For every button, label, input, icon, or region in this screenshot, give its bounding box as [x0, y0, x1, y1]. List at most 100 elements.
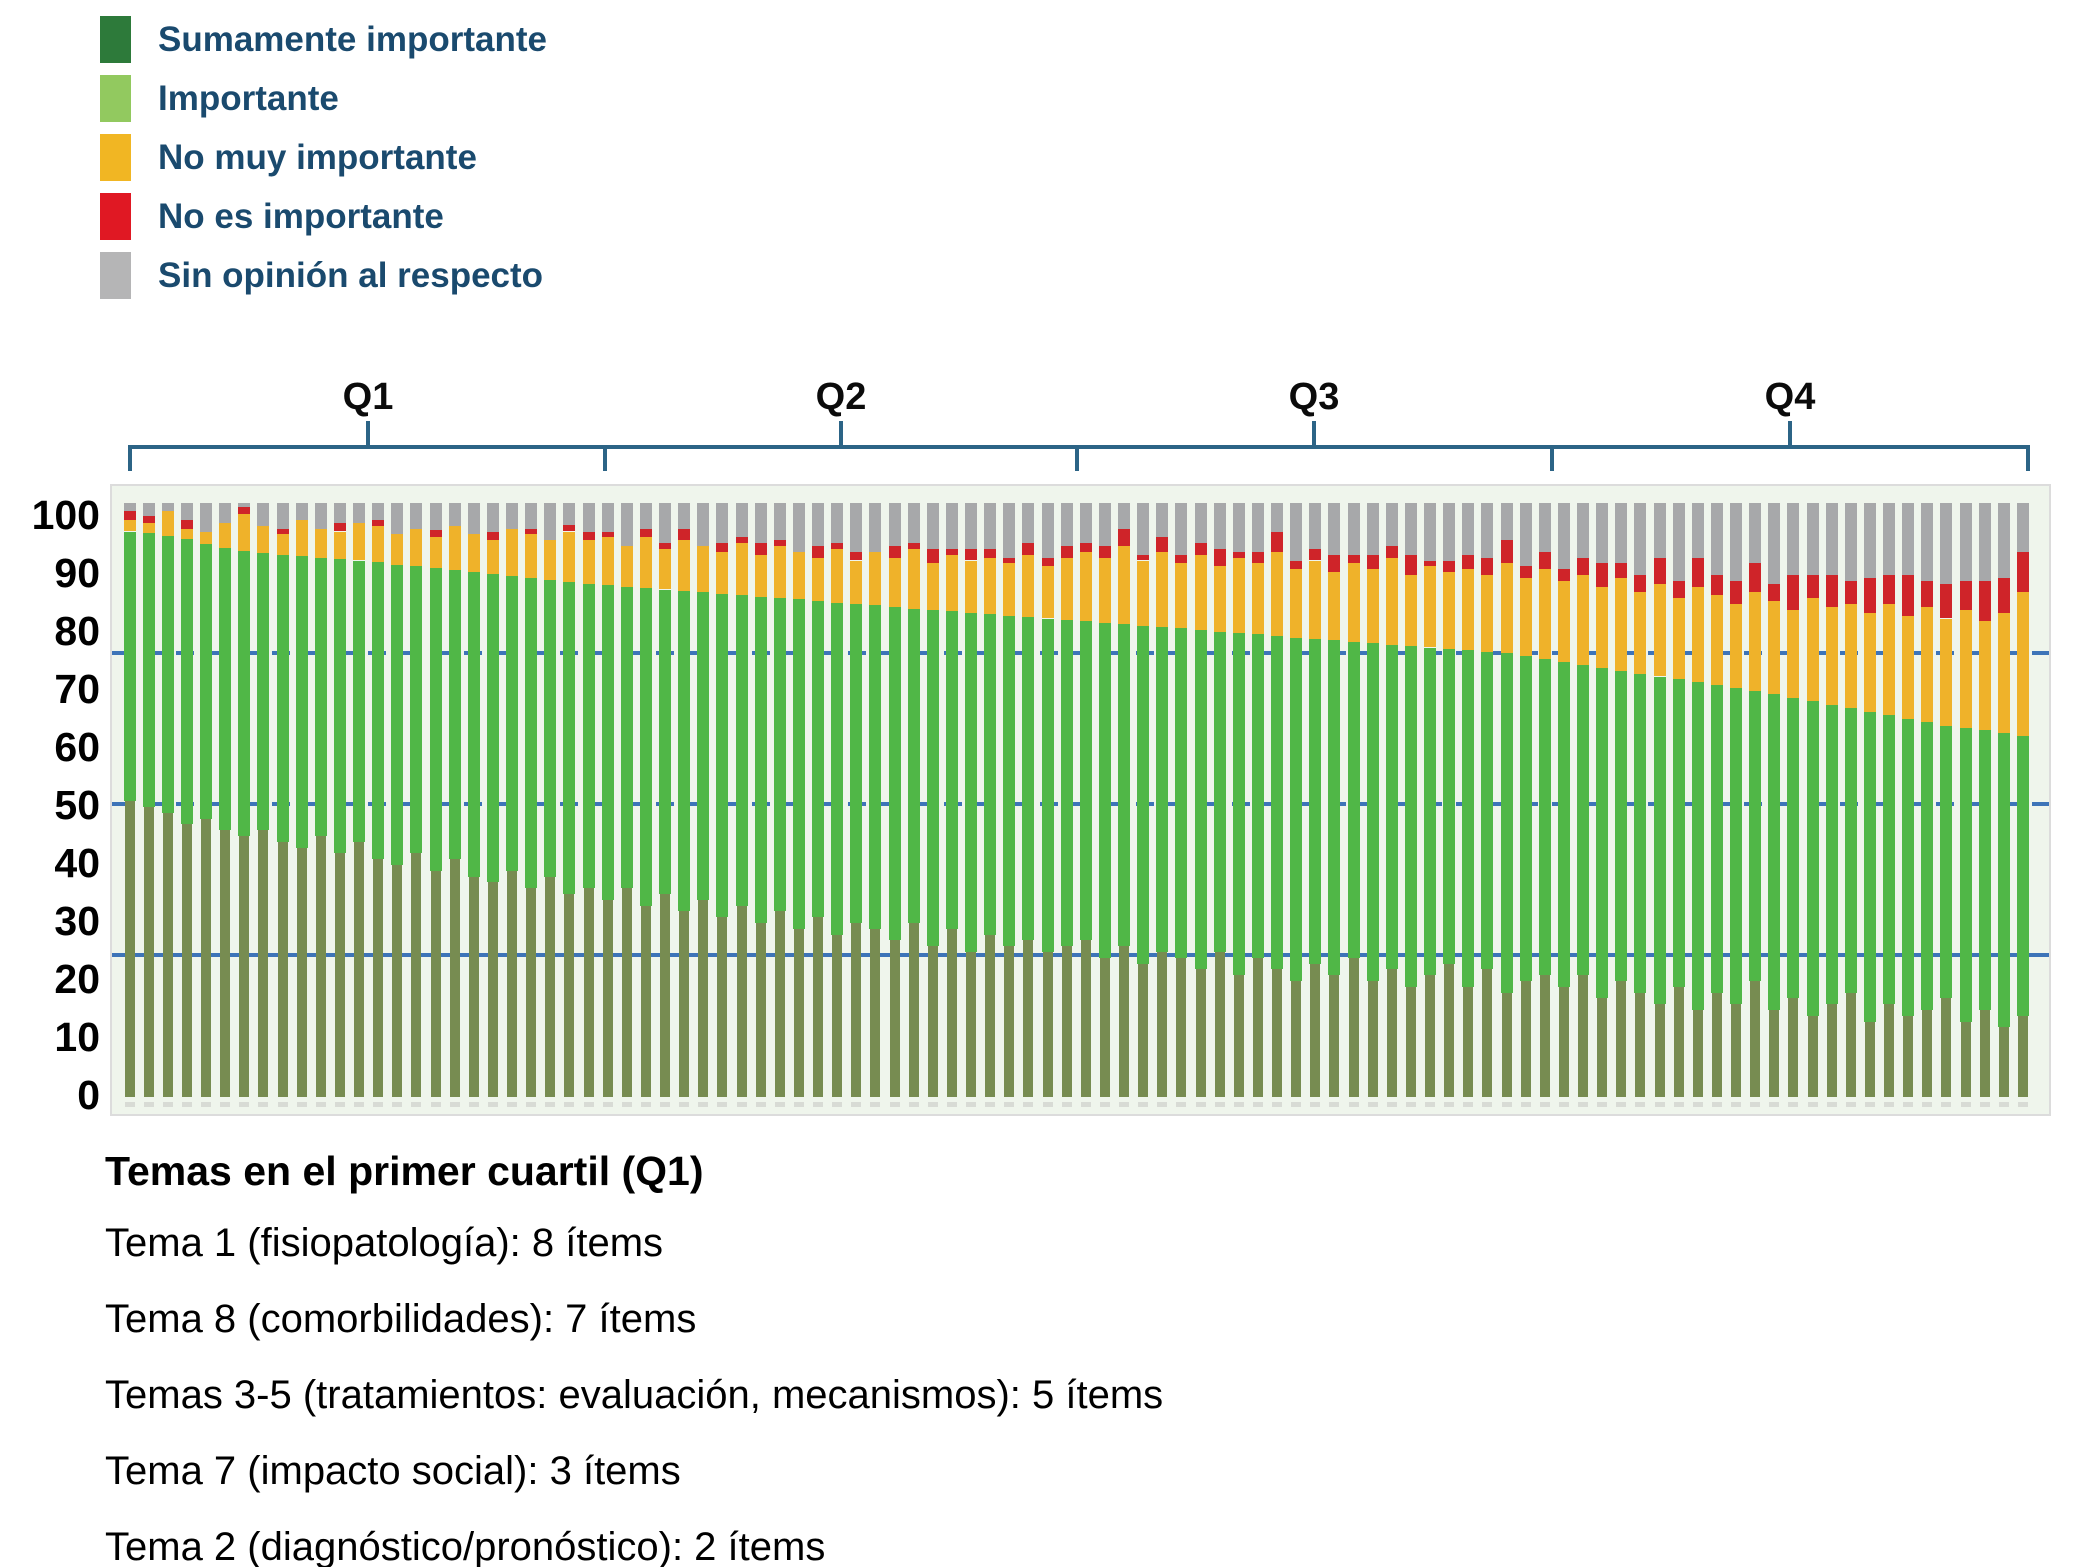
- bar-segment-no-es-importante: [659, 543, 672, 549]
- bar-segment-no-muy-importante: [1959, 609, 1972, 729]
- bar-segment-importante: [525, 577, 538, 889]
- bar-segment-sumamente-importante: [258, 830, 269, 1097]
- bar-segment-sumamente-importante: [1654, 1004, 1665, 1097]
- bar-segment-sin-opinion: [869, 502, 882, 552]
- bar-segment-no-muy-importante: [525, 534, 538, 578]
- bar-segment-sin-opinion: [295, 502, 308, 520]
- legend-label: No muy importante: [158, 137, 477, 177]
- bar-segment-importante: [1921, 722, 1934, 1010]
- bar-segment-no-es-importante: [1902, 575, 1915, 616]
- bar-segment-sumamente-importante: [1157, 952, 1168, 1097]
- bar-segment-sin-opinion: [582, 502, 595, 532]
- x-axis-tick: [908, 1102, 919, 1107]
- bar-segment-importante: [1902, 718, 1915, 1016]
- bar-segment-sumamente-importante: [1979, 1010, 1990, 1097]
- bar-segment-sin-opinion: [200, 502, 212, 532]
- x-axis-tick: [201, 1102, 211, 1107]
- bar-segment-sin-opinion: [1730, 502, 1743, 581]
- bar-segment-no-es-importante: [1538, 551, 1551, 570]
- bar-segment-importante: [1672, 679, 1685, 987]
- y-axis-tick-label: 20: [54, 956, 100, 1002]
- bracket-boundary-tick: [2026, 445, 2030, 471]
- bar-segment-no-muy-importante: [353, 522, 365, 561]
- bar-segment-no-muy-importante: [200, 531, 212, 545]
- bar-segment-importante: [238, 550, 251, 836]
- x-axis-tick: [143, 1102, 154, 1107]
- bar-segment-no-muy-importante: [735, 543, 748, 596]
- x-axis-tick: [220, 1102, 231, 1107]
- quartile-label-q4: Q4: [1764, 376, 1816, 418]
- bar-segment-no-es-importante: [1213, 548, 1226, 567]
- bar-segment-no-muy-importante: [123, 519, 136, 532]
- bar-segment-importante: [1424, 647, 1437, 976]
- x-axis-tick: [717, 1102, 728, 1107]
- x-axis-tick: [162, 1102, 173, 1107]
- bar-segment-sin-opinion: [907, 502, 920, 544]
- bar-segment-no-es-importante: [1424, 560, 1437, 567]
- bar-segment-sin-opinion: [1940, 502, 1953, 584]
- bar-segment-sin-opinion: [1003, 502, 1016, 558]
- bar-segment-importante: [639, 587, 652, 906]
- bar-segment-sumamente-importante: [1463, 986, 1474, 1097]
- bar-segment-importante: [544, 579, 557, 877]
- bar-segment-no-es-importante: [1940, 583, 1953, 619]
- bar-segment-importante: [582, 583, 595, 889]
- bar-segment-sin-opinion: [984, 502, 997, 549]
- bar-segment-no-muy-importante: [1251, 563, 1264, 635]
- bar-segment-sumamente-importante: [602, 899, 613, 1097]
- bar-segment-no-es-importante: [984, 548, 997, 558]
- bar-segment-importante: [601, 585, 614, 900]
- bar-segment-no-muy-importante: [888, 557, 901, 607]
- bar-segment-sumamente-importante: [1425, 975, 1436, 1097]
- bar-segment-sumamente-importante: [564, 894, 575, 1097]
- bar-segment-no-es-importante: [1271, 531, 1284, 552]
- x-axis-tick: [1922, 1102, 1933, 1107]
- bar-segment-sin-opinion: [219, 502, 232, 523]
- bar-segment-no-muy-importante: [1175, 563, 1188, 629]
- bar-segment-sin-opinion: [1672, 502, 1685, 581]
- legend-label: Sumamente importante: [158, 19, 547, 59]
- bar-segment-no-es-importante: [926, 548, 939, 564]
- bar-segment-no-es-importante: [1730, 580, 1743, 604]
- bar-segment-no-muy-importante: [391, 534, 404, 565]
- bar-segment-no-muy-importante: [1787, 609, 1800, 698]
- bar-segment-importante: [907, 608, 920, 923]
- bar-segment-sumamente-importante: [813, 917, 824, 1097]
- bar-segment-importante: [1787, 697, 1800, 999]
- quartile-label-q3: Q3: [1288, 376, 1340, 418]
- bar-segment-no-es-importante: [1232, 551, 1245, 558]
- bar-segment-importante: [142, 533, 155, 807]
- bar-segment-sumamente-importante: [1405, 986, 1416, 1097]
- bar-segment-sin-opinion: [888, 502, 901, 546]
- x-axis-tick: [1788, 1102, 1799, 1107]
- bar-segment-sumamente-importante: [1578, 975, 1589, 1097]
- bar-segment-no-muy-importante: [678, 540, 691, 592]
- bar-segment-sumamente-importante: [411, 853, 422, 1097]
- bar-segment-importante: [659, 589, 672, 894]
- x-axis-tick: [793, 1102, 804, 1107]
- bar-segment-no-muy-importante: [1290, 569, 1303, 638]
- bracket-center-tick: [839, 421, 843, 449]
- x-axis-tick: [1119, 1102, 1130, 1107]
- bar-segment-sin-opinion: [410, 502, 423, 529]
- bar-segment-importante: [1462, 650, 1475, 987]
- bar-segment-sin-opinion: [754, 502, 767, 544]
- bracket-center-tick: [1312, 421, 1316, 449]
- x-axis-tick: [392, 1102, 403, 1107]
- bar-segment-sin-opinion: [123, 502, 136, 512]
- bar-segment-no-es-importante: [238, 507, 251, 515]
- bar-segment-importante: [1443, 649, 1456, 964]
- bar-segment-sumamente-importante: [1750, 981, 1761, 1097]
- bar-segment-sin-opinion: [1251, 502, 1264, 552]
- bar-segment-sumamente-importante: [277, 841, 288, 1097]
- x-axis-tick: [602, 1102, 613, 1107]
- bar-segment-no-es-importante: [1462, 554, 1475, 570]
- bar-segment-no-muy-importante: [1902, 615, 1915, 719]
- bar-segment-no-es-importante: [582, 531, 595, 541]
- bar-segment-no-muy-importante: [1003, 563, 1016, 616]
- bar-segment-no-es-importante: [1557, 569, 1570, 581]
- bracket-boundary-tick: [128, 445, 132, 471]
- x-axis-tick: [927, 1102, 938, 1107]
- bar-segment-sin-opinion: [1596, 502, 1609, 564]
- bar-segment-sin-opinion: [1749, 502, 1762, 564]
